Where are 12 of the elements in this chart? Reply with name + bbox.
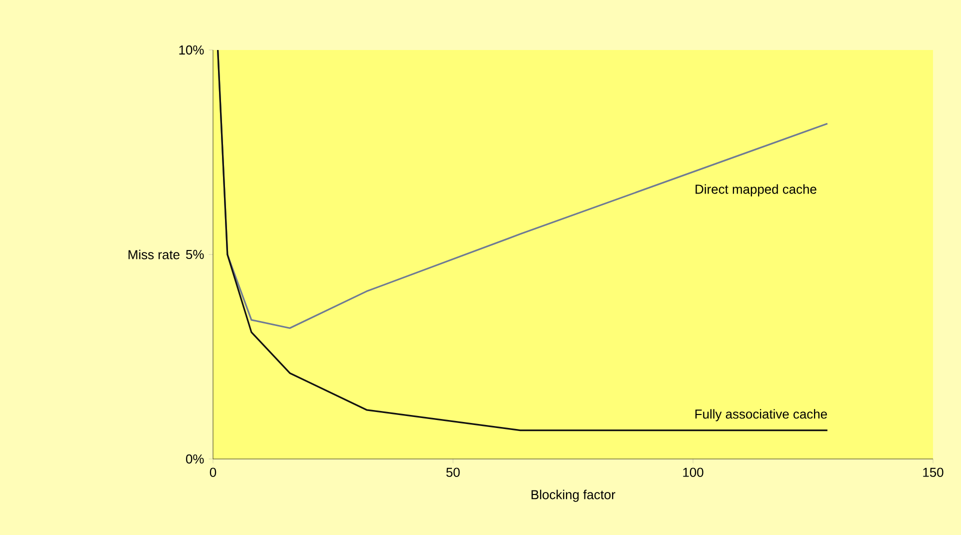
y-tick-label: 10%	[179, 45, 204, 55]
x-tick-label: 150	[923, 468, 944, 477]
series-label: Direct mapped cache	[696, 184, 816, 196]
y-axis-title: Miss rate	[128, 250, 180, 260]
y-tick-label: 0%	[186, 454, 204, 464]
x-tick-label: 100	[683, 468, 704, 477]
x-tick-label: 0	[210, 468, 216, 477]
x-tick-label: 50	[446, 468, 460, 477]
line-series	[217, 49, 828, 432]
x-axis-title: Blocking factor	[532, 490, 616, 502]
y-tick-label: 5%	[186, 250, 204, 260]
series-label: Fully associative cache	[695, 409, 827, 422]
